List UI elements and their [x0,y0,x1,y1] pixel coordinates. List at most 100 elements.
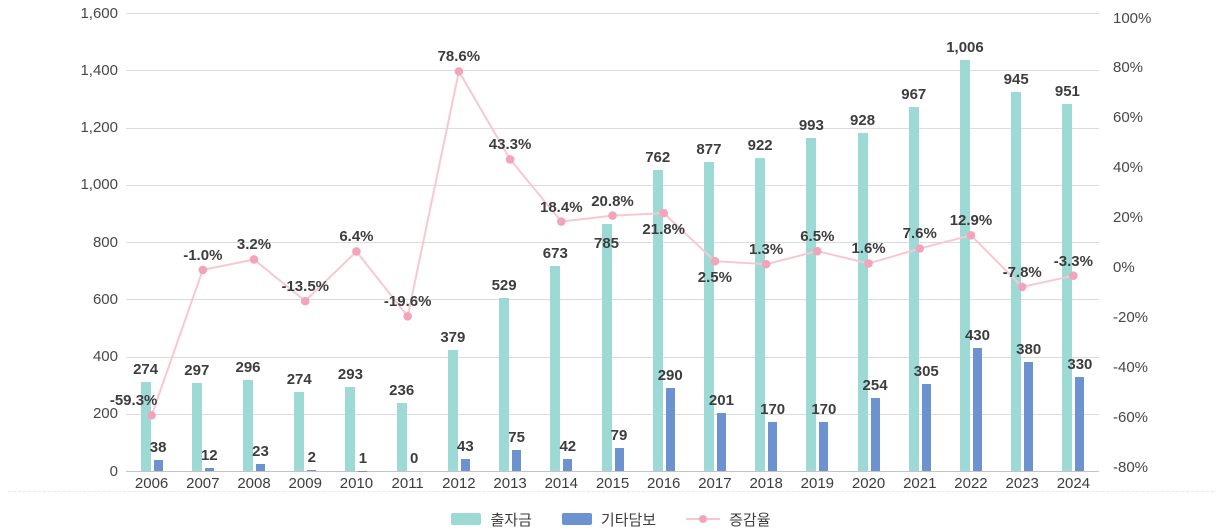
right-axis-tick: 80% [1113,59,1144,77]
trend-point-2019[interactable] [813,246,822,256]
x-axis-tick: 2014 [544,475,578,492]
bar-gitadambo-2023[interactable] [1024,362,1034,471]
trend-point-2008[interactable] [249,255,259,264]
pct-label: 1.6% [851,240,886,258]
bar-value-chuljageum: 922 [747,137,773,155]
trend-point-2007[interactable] [198,265,208,275]
trend-point-2015[interactable] [608,211,617,220]
bar-chuljageum-2020[interactable] [857,132,868,471]
left-axis-tick: 600 [92,290,118,308]
left-axis-tick: 1,400 [80,61,118,79]
trend-point-2023[interactable] [1017,282,1027,292]
bar-value-chuljageum: 379 [440,329,466,347]
bar-chuljageum-2014[interactable] [550,266,561,471]
bar-value-gitadambo: 170 [760,401,786,419]
bar-chuljageum-2021[interactable] [908,106,919,471]
legend-item-chuljageum[interactable]: 출자금 [451,509,532,530]
bar-value-gitadambo: 2 [307,449,316,467]
bar-chuljageum-2022[interactable] [959,59,970,471]
trend-point-2024[interactable] [1069,271,1078,280]
x-axis-tick: 2016 [647,475,681,492]
trend-point-2017[interactable] [710,256,720,266]
pct-label: 2.5% [697,269,732,287]
bar-gitadambo-2012[interactable] [460,458,470,471]
bar-gitadambo-2007[interactable] [204,467,214,471]
bar-gitadambo-2016[interactable] [665,388,675,471]
trend-point-2010[interactable] [352,247,361,256]
bar-value-chuljageum: 293 [337,365,363,383]
legend-item-jeunggamyul[interactable]: 증감율 [686,509,771,530]
bar-chuljageum-2009[interactable] [294,392,305,471]
bar-value-chuljageum: 945 [1003,70,1029,88]
gridline [126,13,1099,14]
x-axis-tick: 2008 [237,475,271,492]
bar-gitadambo-2006[interactable] [153,460,163,471]
gridline [126,70,1099,72]
left-axis-tick: 1,600 [80,4,118,22]
bar-value-chuljageum: 274 [133,360,159,378]
left-axis-tick: 200 [92,405,118,423]
bar-chuljageum-2008[interactable] [243,379,254,471]
bar-value-gitadambo: 38 [149,439,167,457]
bar-gitadambo-2021[interactable] [921,383,931,471]
bar-chuljageum-2019[interactable] [806,138,817,471]
bar-gitadambo-2017[interactable] [716,413,726,471]
pct-label: 18.4% [540,198,583,216]
bar-gitadambo-2015[interactable] [614,448,624,471]
bar-gitadambo-2013[interactable] [512,449,522,471]
bar-value-gitadambo: 170 [811,401,837,419]
bar-value-gitadambo: 290 [657,366,683,384]
trend-point-2018[interactable] [761,259,771,269]
bar-value-gitadambo: 201 [708,392,734,410]
bar-gitadambo-2020[interactable] [870,398,880,471]
trend-point-2013[interactable] [505,155,515,164]
bar-gitadambo-2019[interactable] [819,422,829,471]
right-axis-tick: -40% [1113,358,1149,376]
trend-point-2021[interactable] [915,244,925,253]
legend-label: 기타담보 [600,511,657,529]
bar-gitadambo-2014[interactable] [563,458,573,471]
bar-value-chuljageum: 877 [696,141,722,159]
pct-label: 3.2% [236,236,272,254]
trend-point-2006[interactable] [147,411,156,420]
pct-label: -19.6% [383,293,432,311]
bar-gitadambo-2018[interactable] [768,422,778,471]
bar-chuljageum-2024[interactable] [1062,104,1073,471]
bar-chuljageum-2011[interactable] [396,403,407,471]
trend-point-2014[interactable] [556,217,566,226]
bar-value-chuljageum: 529 [491,277,517,295]
bar-chuljageum-2006[interactable] [140,381,151,471]
bar-value-chuljageum: 762 [645,148,671,166]
bar-gitadambo-2024[interactable] [1075,376,1085,471]
bar-chuljageum-2013[interactable] [499,298,510,471]
bar-chuljageum-2012[interactable] [447,350,458,471]
bar-value-gitadambo: 430 [964,326,990,344]
bar-chuljageum-2016[interactable] [652,169,663,471]
bar-gitadambo-2009[interactable] [307,470,317,471]
pct-label: 6.4% [339,228,374,246]
bar-gitadambo-2008[interactable] [256,464,266,471]
pct-label: 6.5% [800,228,835,246]
x-axis-tick: 2018 [749,475,783,492]
bar-gitadambo-2022[interactable] [972,347,982,471]
legend-label: 증감율 [729,511,771,529]
left-axis-tick: 1,000 [80,176,118,194]
trend-point-2011[interactable] [403,312,412,321]
trend-point-2009[interactable] [300,296,310,306]
trend-point-2016[interactable] [659,208,669,218]
bar-value-chuljageum: 951 [1054,83,1080,101]
trend-point-2012[interactable] [454,67,464,76]
bar-chuljageum-2018[interactable] [755,158,766,471]
trend-point-2022[interactable] [966,230,976,240]
right-axis-tick: 0% [1113,258,1135,276]
trend-point-2020[interactable] [864,259,873,268]
x-axis-tick: 2015 [595,475,630,492]
bar-chuljageum-2017[interactable] [703,162,714,471]
bar-chuljageum-2015[interactable] [601,223,612,471]
legend-item-gitadambo[interactable]: 기타담보 [561,509,657,530]
bar-chuljageum-2007[interactable] [191,382,202,471]
bar-chuljageum-2010[interactable] [345,386,356,471]
legend-label: 출자금 [490,511,532,529]
bar-value-gitadambo: 330 [1067,355,1093,373]
